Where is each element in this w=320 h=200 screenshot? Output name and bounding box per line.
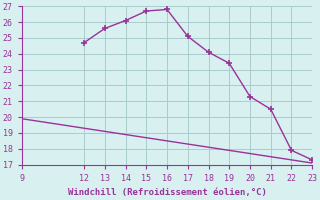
X-axis label: Windchill (Refroidissement éolien,°C): Windchill (Refroidissement éolien,°C) — [68, 188, 267, 197]
